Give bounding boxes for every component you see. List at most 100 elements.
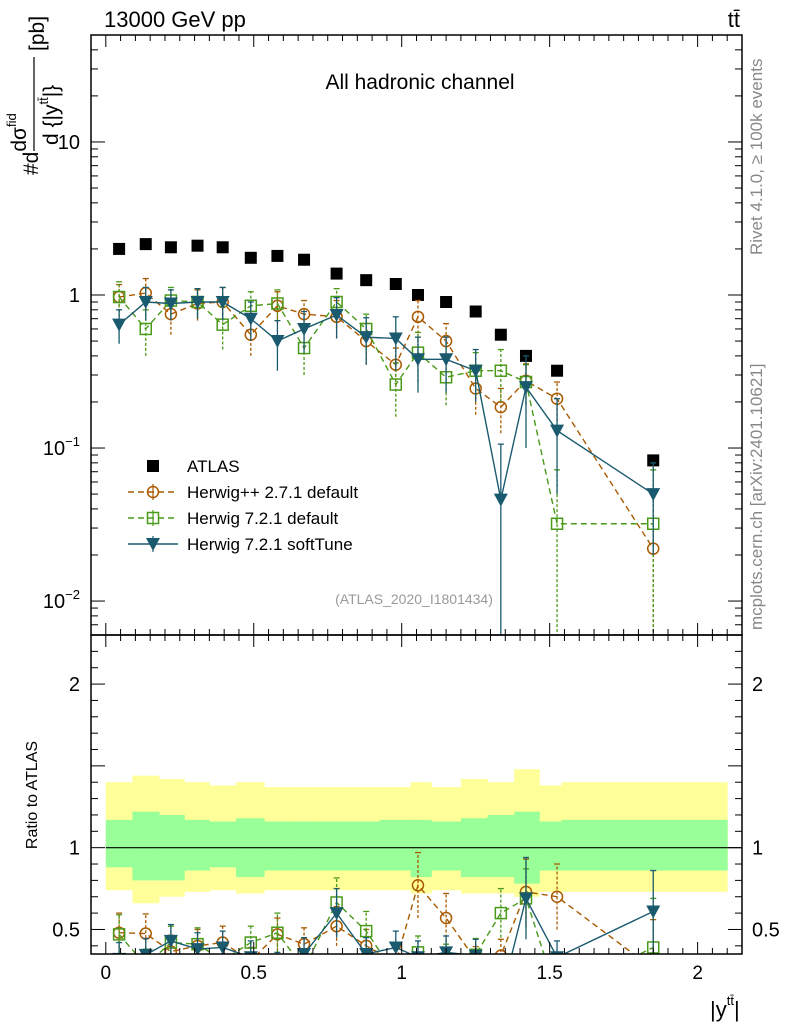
legend-label: Herwig 7.2.1 softTune <box>187 535 353 554</box>
data-point <box>388 332 403 346</box>
data-point <box>243 312 258 326</box>
data-point <box>551 364 564 377</box>
series-atlas <box>113 238 660 467</box>
data-point <box>411 288 424 301</box>
ratio-series-herwig-7-2-1-softtune <box>112 856 661 972</box>
ylabel-denominator-sup: tt̄ <box>36 97 51 105</box>
ratio-y-axis-label: Ratio to ATLAS <box>24 741 41 849</box>
legend-item-herwig-7-2-1-default: Herwig 7.2.1 default <box>128 509 338 528</box>
data-point <box>550 424 565 438</box>
ratio-data-point <box>299 963 310 974</box>
legend: ATLAS Herwig++ 2.7.1 default Herwig 7.2.1 … <box>128 457 358 554</box>
band-bin-green <box>431 821 462 871</box>
ratio-data-point <box>112 952 127 954</box>
legend-marker <box>147 460 159 472</box>
x-tick-label: 1.5 <box>536 963 562 984</box>
ratio-data-point <box>518 892 533 906</box>
y-tick-label: 10−1 <box>43 434 80 460</box>
y-tick-label: 10 <box>58 132 80 154</box>
ratio-y-tick-label-left: 0.5 <box>52 919 80 941</box>
legend-marker <box>146 538 160 551</box>
x-tick-label: 0.5 <box>241 963 267 984</box>
ratio-data-point <box>410 951 425 954</box>
ylabel-prefix: #d <box>20 152 43 175</box>
band-bin-green <box>487 814 515 878</box>
ratio-y-tick-label-left: 2 <box>69 674 80 696</box>
data-point <box>440 295 453 308</box>
band-bin-green <box>264 821 292 871</box>
legend-item-atlas: ATLAS <box>147 457 240 476</box>
ratio-data-point <box>439 911 453 925</box>
plot-annotation: All hadronic channel <box>325 71 514 94</box>
ratio-series-line-herwig-2-7-1-default <box>119 883 635 954</box>
data-point <box>163 297 178 311</box>
ratio-data-point <box>473 953 479 954</box>
ratio-series-line-herwig-7-2-1-default <box>118 897 654 954</box>
data-point <box>244 251 257 264</box>
data-point <box>298 253 311 266</box>
ratio-data-point <box>552 989 563 1000</box>
legend-item-herwig-2-7-1-default: Herwig++ 2.7.1 default <box>128 483 358 502</box>
legend-label: Herwig 7.2.1 default <box>187 509 338 528</box>
data-point <box>329 309 344 323</box>
data-point <box>138 295 153 309</box>
data-point <box>297 322 312 336</box>
band-bin-green <box>184 819 210 871</box>
data-point <box>139 322 152 336</box>
main-plot-area <box>112 238 661 635</box>
ratio-y-tick-label-left: 1 <box>69 838 80 860</box>
ratio-data-point <box>494 949 507 954</box>
data-point <box>139 238 152 251</box>
ratio-data-point <box>646 905 661 919</box>
ratio-frame <box>90 634 743 955</box>
series-line-herwig-7-2-1-softtune <box>118 301 654 500</box>
ylabel-denominator-end: |} <box>40 85 63 97</box>
data-point <box>410 353 425 367</box>
band-bin-green <box>561 819 728 871</box>
data-point <box>271 249 284 262</box>
ratio-y-tick-label-right: 0.5 <box>752 919 780 941</box>
band-bin-green <box>351 821 381 871</box>
series-herwig-7-2-1-softtune <box>112 286 661 635</box>
data-point <box>164 241 177 254</box>
legend-label: Herwig++ 2.7.1 default <box>187 483 358 502</box>
ratio-data-point <box>411 879 425 892</box>
data-point <box>330 267 343 280</box>
ratio-data-point <box>359 948 374 954</box>
data-point <box>439 353 454 367</box>
ratio-data-point <box>270 959 284 972</box>
ratio-data-point <box>215 941 230 954</box>
data-point <box>215 295 230 309</box>
ratio-data-point <box>550 890 564 903</box>
data-point <box>270 335 285 349</box>
ylabel-unit: [pb] <box>26 16 49 51</box>
ratio-plot-area <box>105 769 742 1000</box>
ratio-data-point <box>648 963 659 974</box>
data-point <box>271 297 284 310</box>
ratio-y-tick-label-right: 2 <box>752 674 763 696</box>
band-bin-green <box>290 821 320 871</box>
data-point <box>518 381 533 395</box>
ratio-data-point <box>112 928 126 941</box>
band-bin-green <box>132 811 160 881</box>
data-point <box>190 295 205 309</box>
ratio-data-point <box>190 943 205 954</box>
data-point <box>469 305 482 318</box>
data-point <box>360 274 373 287</box>
x-tick-label: 0 <box>101 963 112 984</box>
data-point <box>411 310 425 324</box>
data-point <box>646 488 661 502</box>
legend-label: ATLAS <box>187 457 240 476</box>
ratio-y-tick-label-right: 1 <box>752 838 763 860</box>
band-bin-green <box>105 819 133 868</box>
ratio-data-point <box>163 934 178 948</box>
ratio-data-point <box>494 906 508 920</box>
data-point <box>550 517 564 530</box>
data-point <box>113 242 126 255</box>
mcplots-label: mcplots.cern.ch [arXiv:2401.10621] <box>747 364 766 630</box>
x-tick-label: 1 <box>396 963 407 984</box>
ratio-data-point <box>140 960 151 971</box>
data-point <box>493 493 508 507</box>
legend-marker <box>146 485 160 499</box>
